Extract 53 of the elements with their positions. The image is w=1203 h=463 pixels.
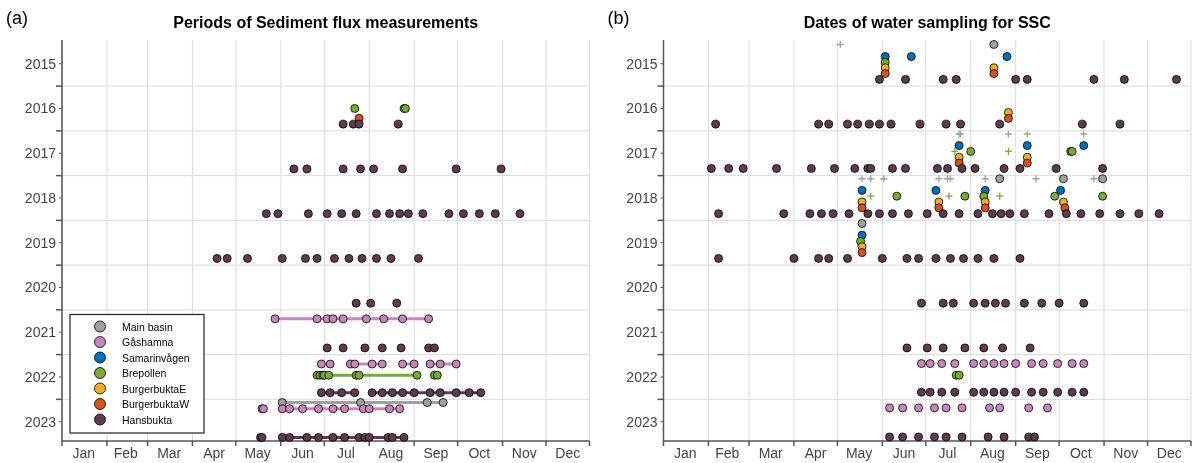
x-tick-label: Jul: [337, 445, 355, 461]
x-tick-label: Jun: [892, 445, 916, 461]
chart-title: Periods of Sediment flux measurements: [173, 14, 479, 31]
y-tick-label: 2015: [24, 55, 57, 72]
legend-label: BurgerbuktaE: [122, 382, 187, 395]
y-tick-label: 2021: [626, 324, 658, 341]
y-tick-label: 2017: [626, 145, 658, 162]
y-tick-label: 2020: [24, 279, 57, 296]
y-tick-label: 2023: [626, 413, 658, 430]
legend-label: Brepollen: [122, 367, 167, 379]
x-tick-label: Apr: [804, 445, 827, 461]
x-tick-label: Aug: [980, 445, 1005, 461]
y-tick-label: 2019: [24, 234, 57, 251]
x-tick-label: May: [845, 445, 873, 461]
legend-label: Main basin: [122, 320, 173, 333]
legend-label: Gåshamna: [122, 336, 174, 348]
legend-label: Hansbukta: [122, 413, 173, 426]
x-tick-label: Feb: [715, 445, 740, 461]
x-tick-label: Sep: [423, 445, 449, 461]
legend-label: BurgerbuktaW: [122, 398, 190, 410]
y-tick-label: 2018: [24, 189, 57, 206]
x-tick-label: Aug: [378, 445, 404, 461]
y-tick-label: 2020: [626, 279, 658, 296]
x-tick-label: Dec: [1156, 445, 1182, 461]
text: (b): [607, 8, 630, 28]
x-tick-label: Feb: [113, 445, 139, 461]
x-tick-label: Oct: [468, 445, 491, 461]
x-tick-label: Nov: [511, 445, 537, 461]
x-tick-label: Jan: [72, 445, 96, 461]
y-tick-label: 2023: [24, 413, 57, 430]
x-tick-label: Nov: [1113, 445, 1139, 461]
chart-title: Dates of water sampling for SSC: [803, 14, 1052, 31]
x-tick-label: Oct: [1069, 445, 1092, 461]
y-tick-label: 2019: [626, 234, 658, 251]
y-tick-label: 2018: [626, 189, 658, 206]
y-tick-label: 2015: [626, 55, 658, 72]
x-tick-label: Mar: [157, 445, 182, 461]
x-tick-label: Jan: [673, 445, 697, 461]
x-tick-label: Apr: [203, 445, 226, 461]
x-tick-label: May: [244, 445, 271, 461]
x-tick-label: Sep: [1024, 445, 1051, 461]
legend-label: Samarinvågen: [122, 351, 190, 364]
y-tick-label: 2016: [626, 100, 658, 117]
y-tick-label: 2021: [24, 324, 57, 341]
y-tick-label: 2017: [24, 145, 57, 162]
x-tick-label: Jul: [938, 445, 957, 461]
x-tick-label: Mar: [758, 445, 784, 461]
y-tick-label: 2022: [24, 369, 57, 385]
text: (a): [6, 8, 28, 28]
y-tick-label: 2022: [626, 369, 658, 385]
x-tick-label: Dec: [555, 445, 581, 461]
y-tick-label: 2016: [24, 100, 57, 117]
x-tick-label: Jun: [291, 445, 314, 461]
